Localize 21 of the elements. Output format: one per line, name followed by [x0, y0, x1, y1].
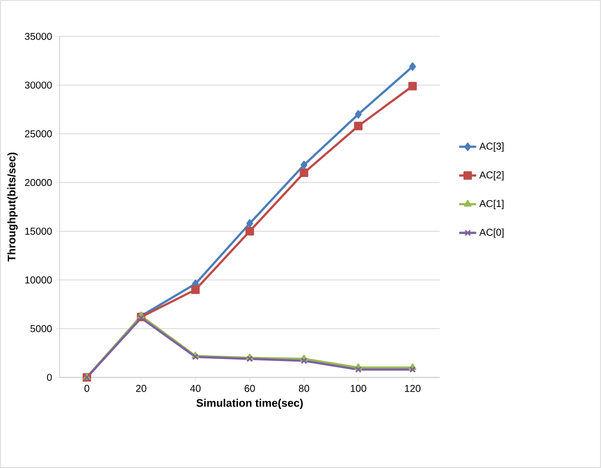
y-tick-label: 30000 — [24, 82, 52, 89]
y-tick-label: 5000 — [30, 325, 52, 332]
legend-label: AC[0] — [479, 228, 504, 238]
x-tick-label: 20 — [136, 384, 146, 392]
y-tick-label: 20000 — [25, 178, 52, 186]
x-axis-title: Simulation time(sec) — [196, 398, 303, 409]
legend-label: AC[1] — [479, 200, 504, 210]
y-tick-label: 35000 — [24, 32, 52, 40]
y-axis-title: Throughput(bits/sec) — [7, 152, 18, 262]
y-tick-label: 15000 — [25, 228, 52, 235]
x-tick-label: 40 — [190, 384, 201, 392]
x-tick-label: 120 — [405, 384, 420, 392]
y-tick-label: 0 — [47, 374, 52, 381]
x-tick-label: 60 — [244, 384, 255, 392]
legend-label: AC[2] — [479, 171, 504, 180]
x-tick-label: 0 — [84, 384, 90, 392]
y-tick-label: 25000 — [25, 130, 52, 138]
x-tick-label: 100 — [350, 384, 366, 392]
y-tick-label: 10000 — [25, 276, 52, 284]
x-tick-label: 80 — [298, 384, 310, 392]
legend-label: AC[3] — [479, 142, 504, 152]
